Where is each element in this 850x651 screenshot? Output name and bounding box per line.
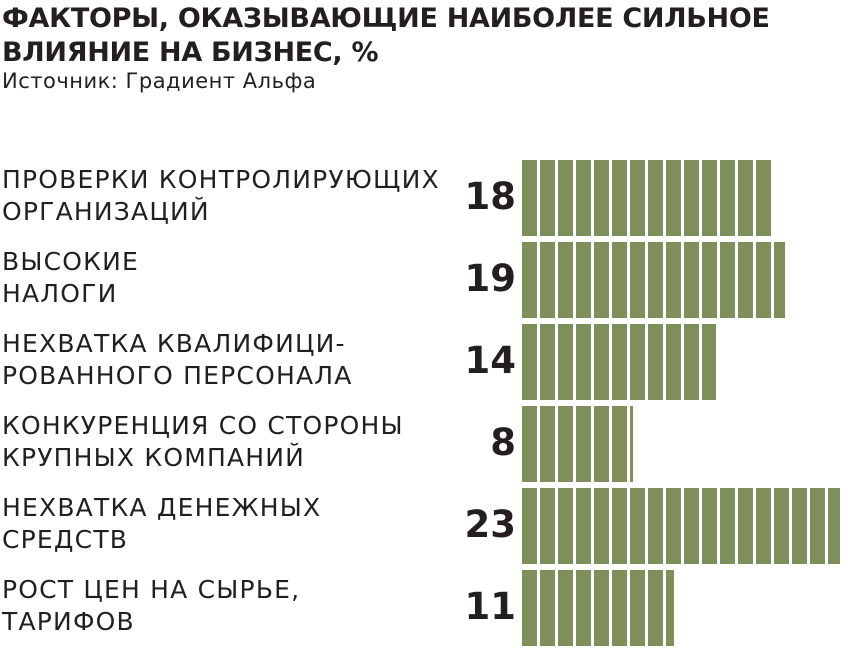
bar (522, 570, 674, 646)
bar-row: ПРОВЕРКИ КОНТРОЛИРУЮЩИХ ОРГАНИЗАЦИЙ 18 (0, 160, 850, 236)
bar-row: РОСТ ЦЕН НА СЫРЬЕ, ТАРИФОВ 11 (0, 570, 850, 646)
category-label: РОСТ ЦЕН НА СЫРЬЕ, ТАРИФОВ (2, 575, 301, 636)
value-label: 23 (464, 503, 517, 546)
value-label: 19 (464, 257, 517, 300)
category-label: ПРОВЕРКИ КОНТРОЛИРУЮЩИХ ОРГАНИЗАЦИЙ (2, 165, 440, 226)
value-label: 14 (464, 339, 517, 382)
category-label: НЕХВАТКА КВАЛИФИЦИ- РОВАННОГО ПЕРСОНАЛА (2, 329, 353, 390)
chart-source: Источник: Градиент Альфа (2, 69, 317, 93)
bar (522, 488, 840, 564)
bar-row: КОНКУРЕНЦИЯ СО СТОРОНЫ КРУПНЫХ КОМПАНИЙ 8 (0, 406, 850, 482)
category-label: КОНКУРЕНЦИЯ СО СТОРОНЫ КРУПНЫХ КОМПАНИЙ (2, 411, 404, 472)
bar (522, 324, 716, 400)
bar-row: НЕХВАТКА ДЕНЕЖНЫХ СРЕДСТВ 23 (0, 488, 850, 564)
bar (522, 406, 633, 482)
bar (522, 160, 771, 236)
bar-row: НЕХВАТКА КВАЛИФИЦИ- РОВАННОГО ПЕРСОНАЛА 1… (0, 324, 850, 400)
category-label: ВЫСОКИЕ НАЛОГИ (2, 247, 139, 308)
chart-title: ФАКТОРЫ, ОКАЗЫВАЮЩИЕ НАИБОЛЕЕ СИЛЬНОЕ ВЛ… (2, 3, 770, 68)
value-label: 8 (490, 421, 516, 464)
bar-row: ВЫСОКИЕ НАЛОГИ 19 (0, 242, 850, 318)
category-label: НЕХВАТКА ДЕНЕЖНЫХ СРЕДСТВ (2, 493, 322, 554)
value-label: 11 (464, 585, 517, 628)
bar (522, 242, 785, 318)
value-label: 18 (464, 175, 517, 218)
